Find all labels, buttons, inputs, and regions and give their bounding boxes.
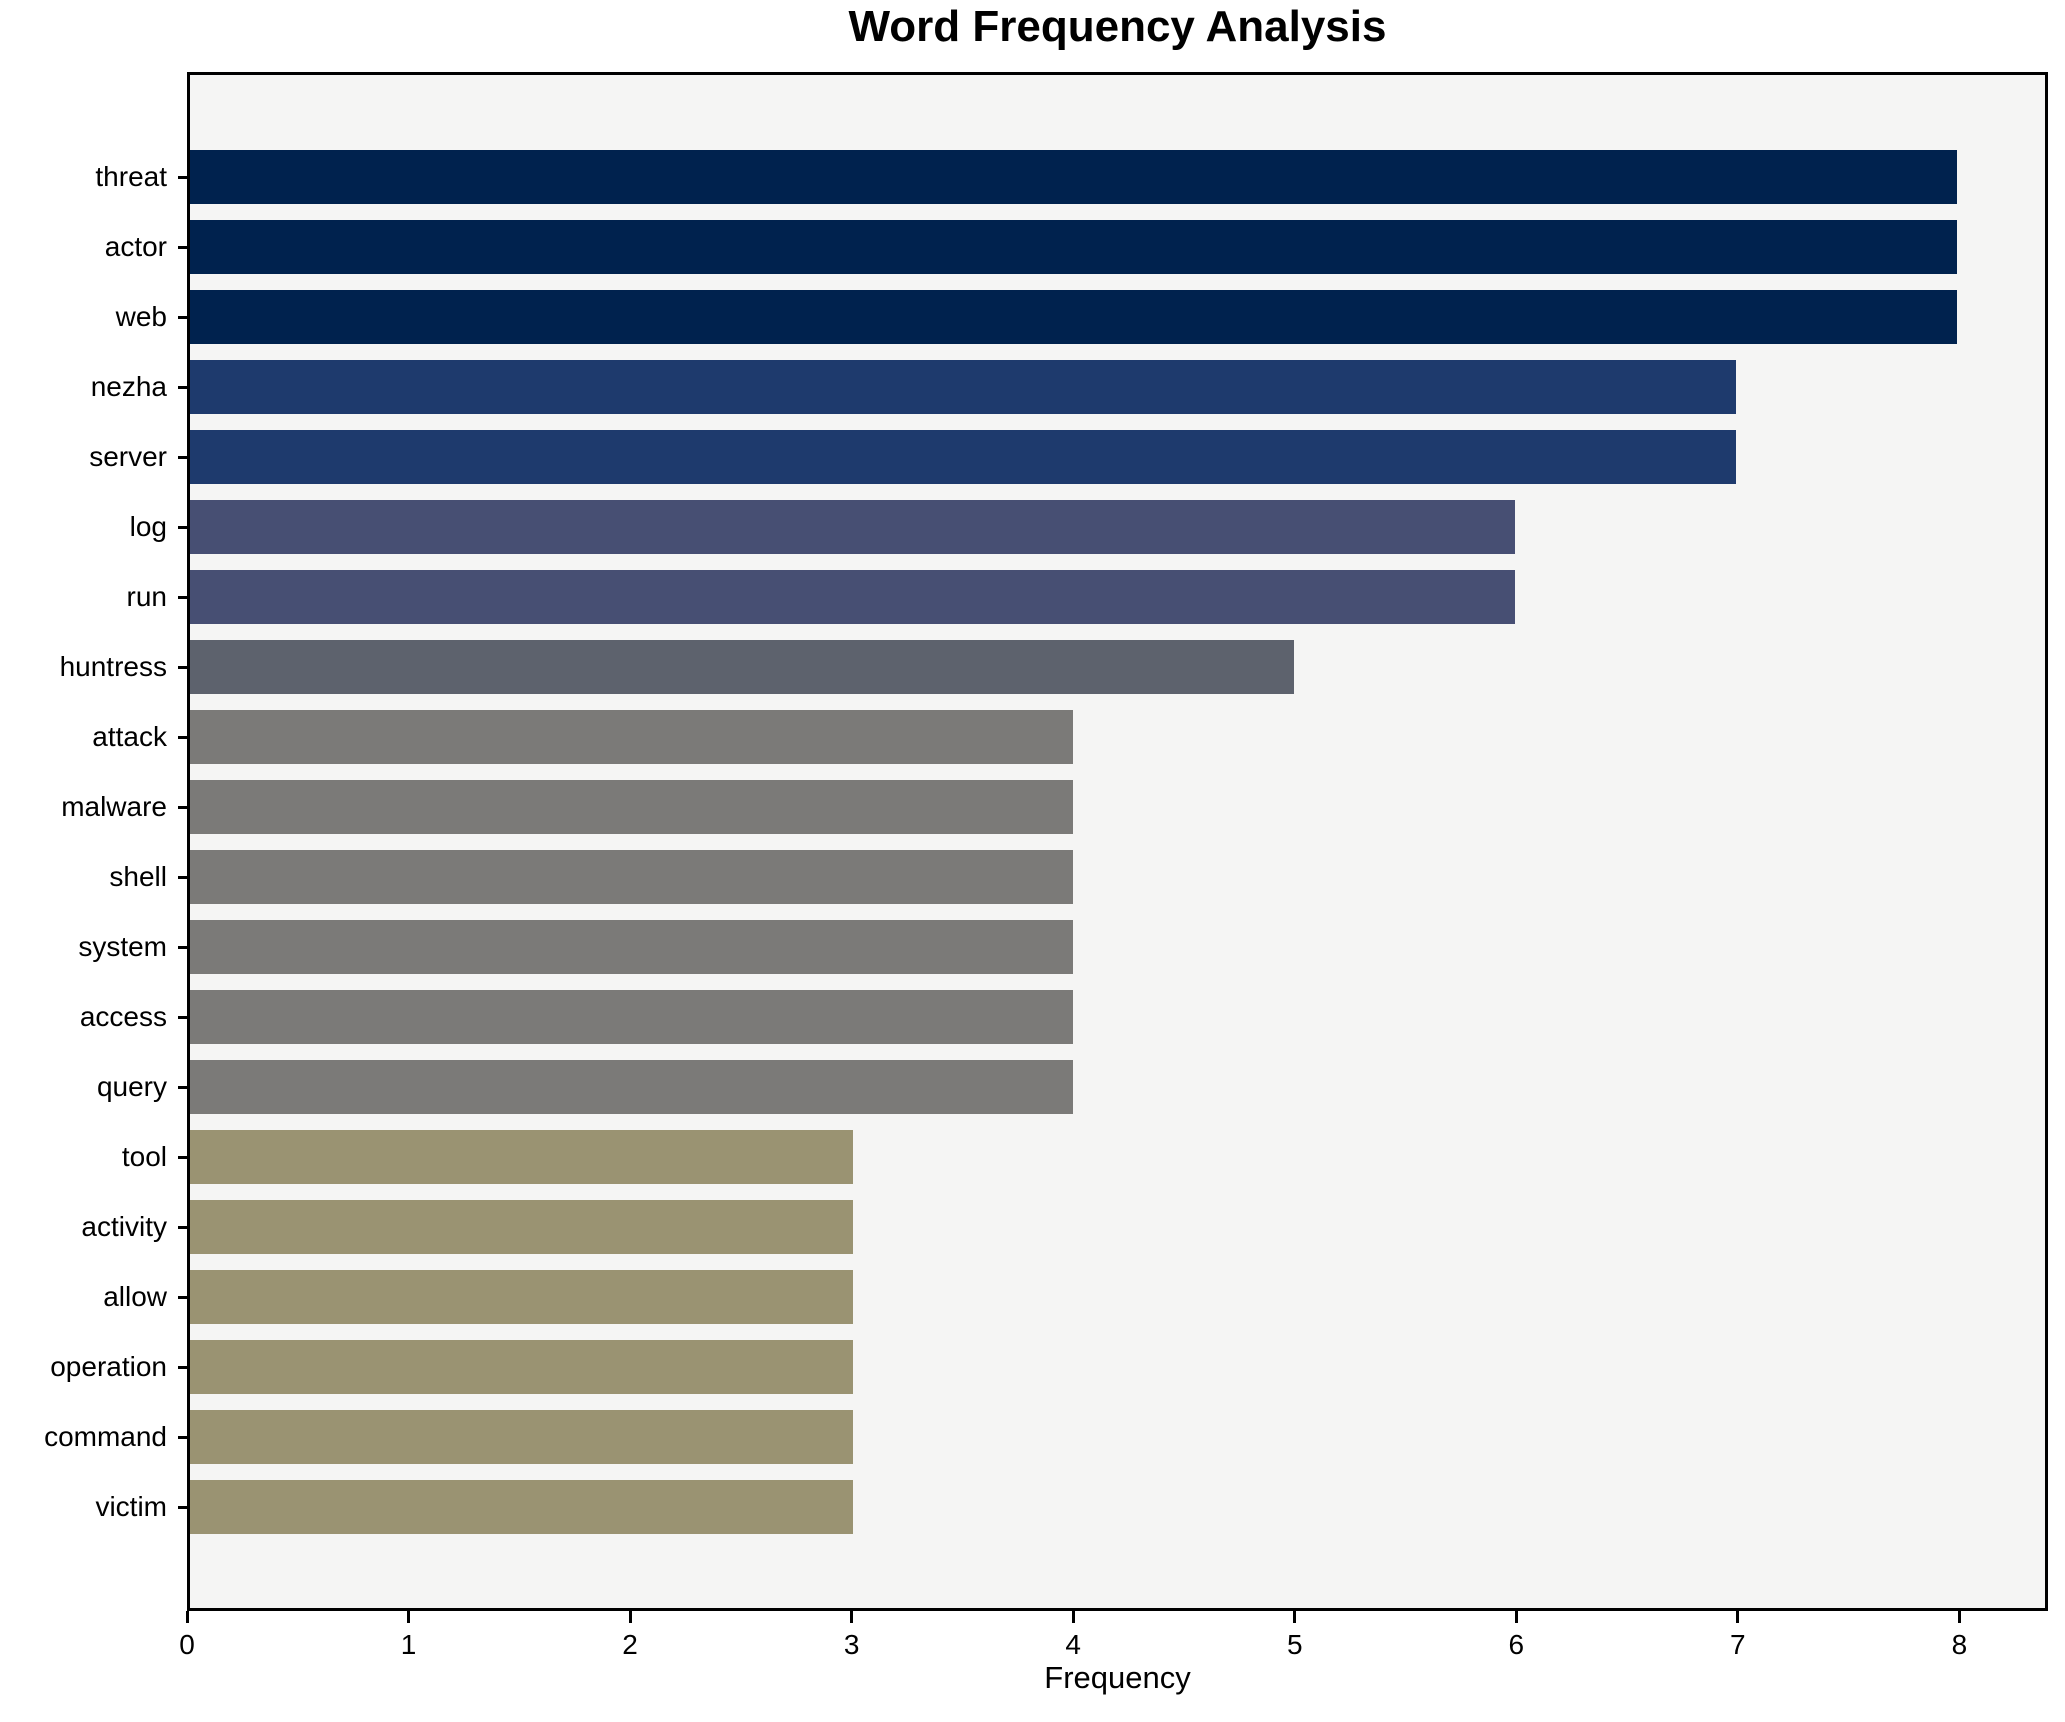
y-tick-label-log: log bbox=[129, 511, 167, 542]
y-tick-mark bbox=[178, 595, 187, 599]
bar-nezha bbox=[190, 360, 1736, 414]
y-tick-mark bbox=[178, 875, 187, 879]
bar-command bbox=[190, 1410, 853, 1464]
y-tick-mark bbox=[178, 525, 187, 529]
bar-actor bbox=[190, 220, 1957, 274]
y-tick-label-actor: actor bbox=[104, 231, 167, 262]
x-tick-mark bbox=[1071, 1611, 1075, 1623]
x-tick-label-3: 3 bbox=[843, 1629, 860, 1660]
y-tick-mark bbox=[178, 1365, 187, 1369]
y-tick-mark bbox=[178, 455, 187, 459]
y-tick-label-malware: malware bbox=[61, 791, 167, 822]
x-tick-label-8: 8 bbox=[1951, 1629, 1968, 1660]
bar-threat bbox=[190, 150, 1957, 204]
x-tick-label-0: 0 bbox=[179, 1629, 195, 1660]
y-tick-mark bbox=[178, 245, 187, 249]
y-tick-label-command: command bbox=[44, 1421, 167, 1452]
bar-run bbox=[190, 570, 1515, 624]
y-tick-mark bbox=[178, 1505, 187, 1509]
y-tick-mark bbox=[178, 945, 187, 949]
bar-system bbox=[190, 920, 1074, 974]
y-tick-mark bbox=[178, 1225, 187, 1229]
bar-huntress bbox=[190, 640, 1295, 694]
bar-attack bbox=[190, 710, 1074, 764]
y-tick-label-victim: victim bbox=[95, 1491, 167, 1522]
y-tick-label-access: access bbox=[79, 1001, 167, 1032]
y-tick-mark bbox=[178, 175, 187, 179]
bar-tool bbox=[190, 1130, 853, 1184]
y-tick-label-threat: threat bbox=[95, 161, 167, 192]
x-tick-label-1: 1 bbox=[400, 1629, 417, 1660]
x-axis-label: Frequency bbox=[1044, 1660, 1191, 1695]
y-tick-label-shell: shell bbox=[109, 861, 167, 892]
y-tick-mark bbox=[178, 1015, 187, 1019]
y-tick-mark bbox=[178, 1295, 187, 1299]
y-tick-label-huntress: huntress bbox=[59, 651, 167, 682]
bar-log bbox=[190, 500, 1515, 554]
plot-area bbox=[187, 72, 2048, 1611]
bar-query bbox=[190, 1060, 1074, 1114]
y-tick-label-server: server bbox=[89, 441, 167, 472]
x-tick-label-7: 7 bbox=[1730, 1629, 1746, 1660]
bar-operation bbox=[190, 1340, 853, 1394]
x-tick-label-4: 4 bbox=[1065, 1629, 1081, 1660]
x-tick-label-2: 2 bbox=[622, 1629, 638, 1660]
bar-web bbox=[190, 290, 1957, 344]
x-tick-mark bbox=[1957, 1611, 1961, 1623]
y-tick-label-attack: attack bbox=[92, 721, 167, 752]
bar-activity bbox=[190, 1200, 853, 1254]
x-tick-mark bbox=[628, 1611, 632, 1623]
y-tick-mark bbox=[178, 1435, 187, 1439]
y-tick-label-system: system bbox=[78, 931, 167, 962]
y-tick-mark bbox=[178, 805, 187, 809]
y-tick-mark bbox=[178, 735, 187, 739]
chart-title: Word Frequency Analysis bbox=[848, 2, 1387, 51]
y-tick-mark bbox=[178, 1085, 187, 1089]
x-tick-mark bbox=[407, 1611, 411, 1623]
bar-victim bbox=[190, 1480, 853, 1534]
y-tick-mark bbox=[178, 315, 187, 319]
bar-server bbox=[190, 430, 1736, 484]
x-tick-mark bbox=[1293, 1611, 1297, 1623]
bar-shell bbox=[190, 850, 1074, 904]
x-tick-mark bbox=[185, 1611, 189, 1623]
y-tick-label-allow: allow bbox=[103, 1281, 167, 1312]
y-tick-label-run: run bbox=[126, 581, 167, 612]
y-tick-label-activity: activity bbox=[81, 1211, 167, 1242]
y-tick-mark bbox=[178, 1155, 187, 1159]
bar-allow bbox=[190, 1270, 853, 1324]
y-tick-label-operation: operation bbox=[50, 1351, 167, 1382]
y-tick-label-query: query bbox=[96, 1071, 167, 1102]
bar-access bbox=[190, 990, 1074, 1044]
y-tick-label-web: web bbox=[115, 301, 167, 332]
x-tick-mark bbox=[1736, 1611, 1740, 1623]
x-tick-label-6: 6 bbox=[1508, 1629, 1525, 1660]
x-tick-mark bbox=[850, 1611, 854, 1623]
y-tick-mark bbox=[178, 385, 187, 389]
y-tick-label-tool: tool bbox=[121, 1141, 167, 1172]
y-tick-label-nezha: nezha bbox=[90, 371, 167, 402]
y-tick-mark bbox=[178, 665, 187, 669]
x-tick-label-5: 5 bbox=[1286, 1629, 1303, 1660]
bar-malware bbox=[190, 780, 1074, 834]
x-tick-mark bbox=[1514, 1611, 1518, 1623]
